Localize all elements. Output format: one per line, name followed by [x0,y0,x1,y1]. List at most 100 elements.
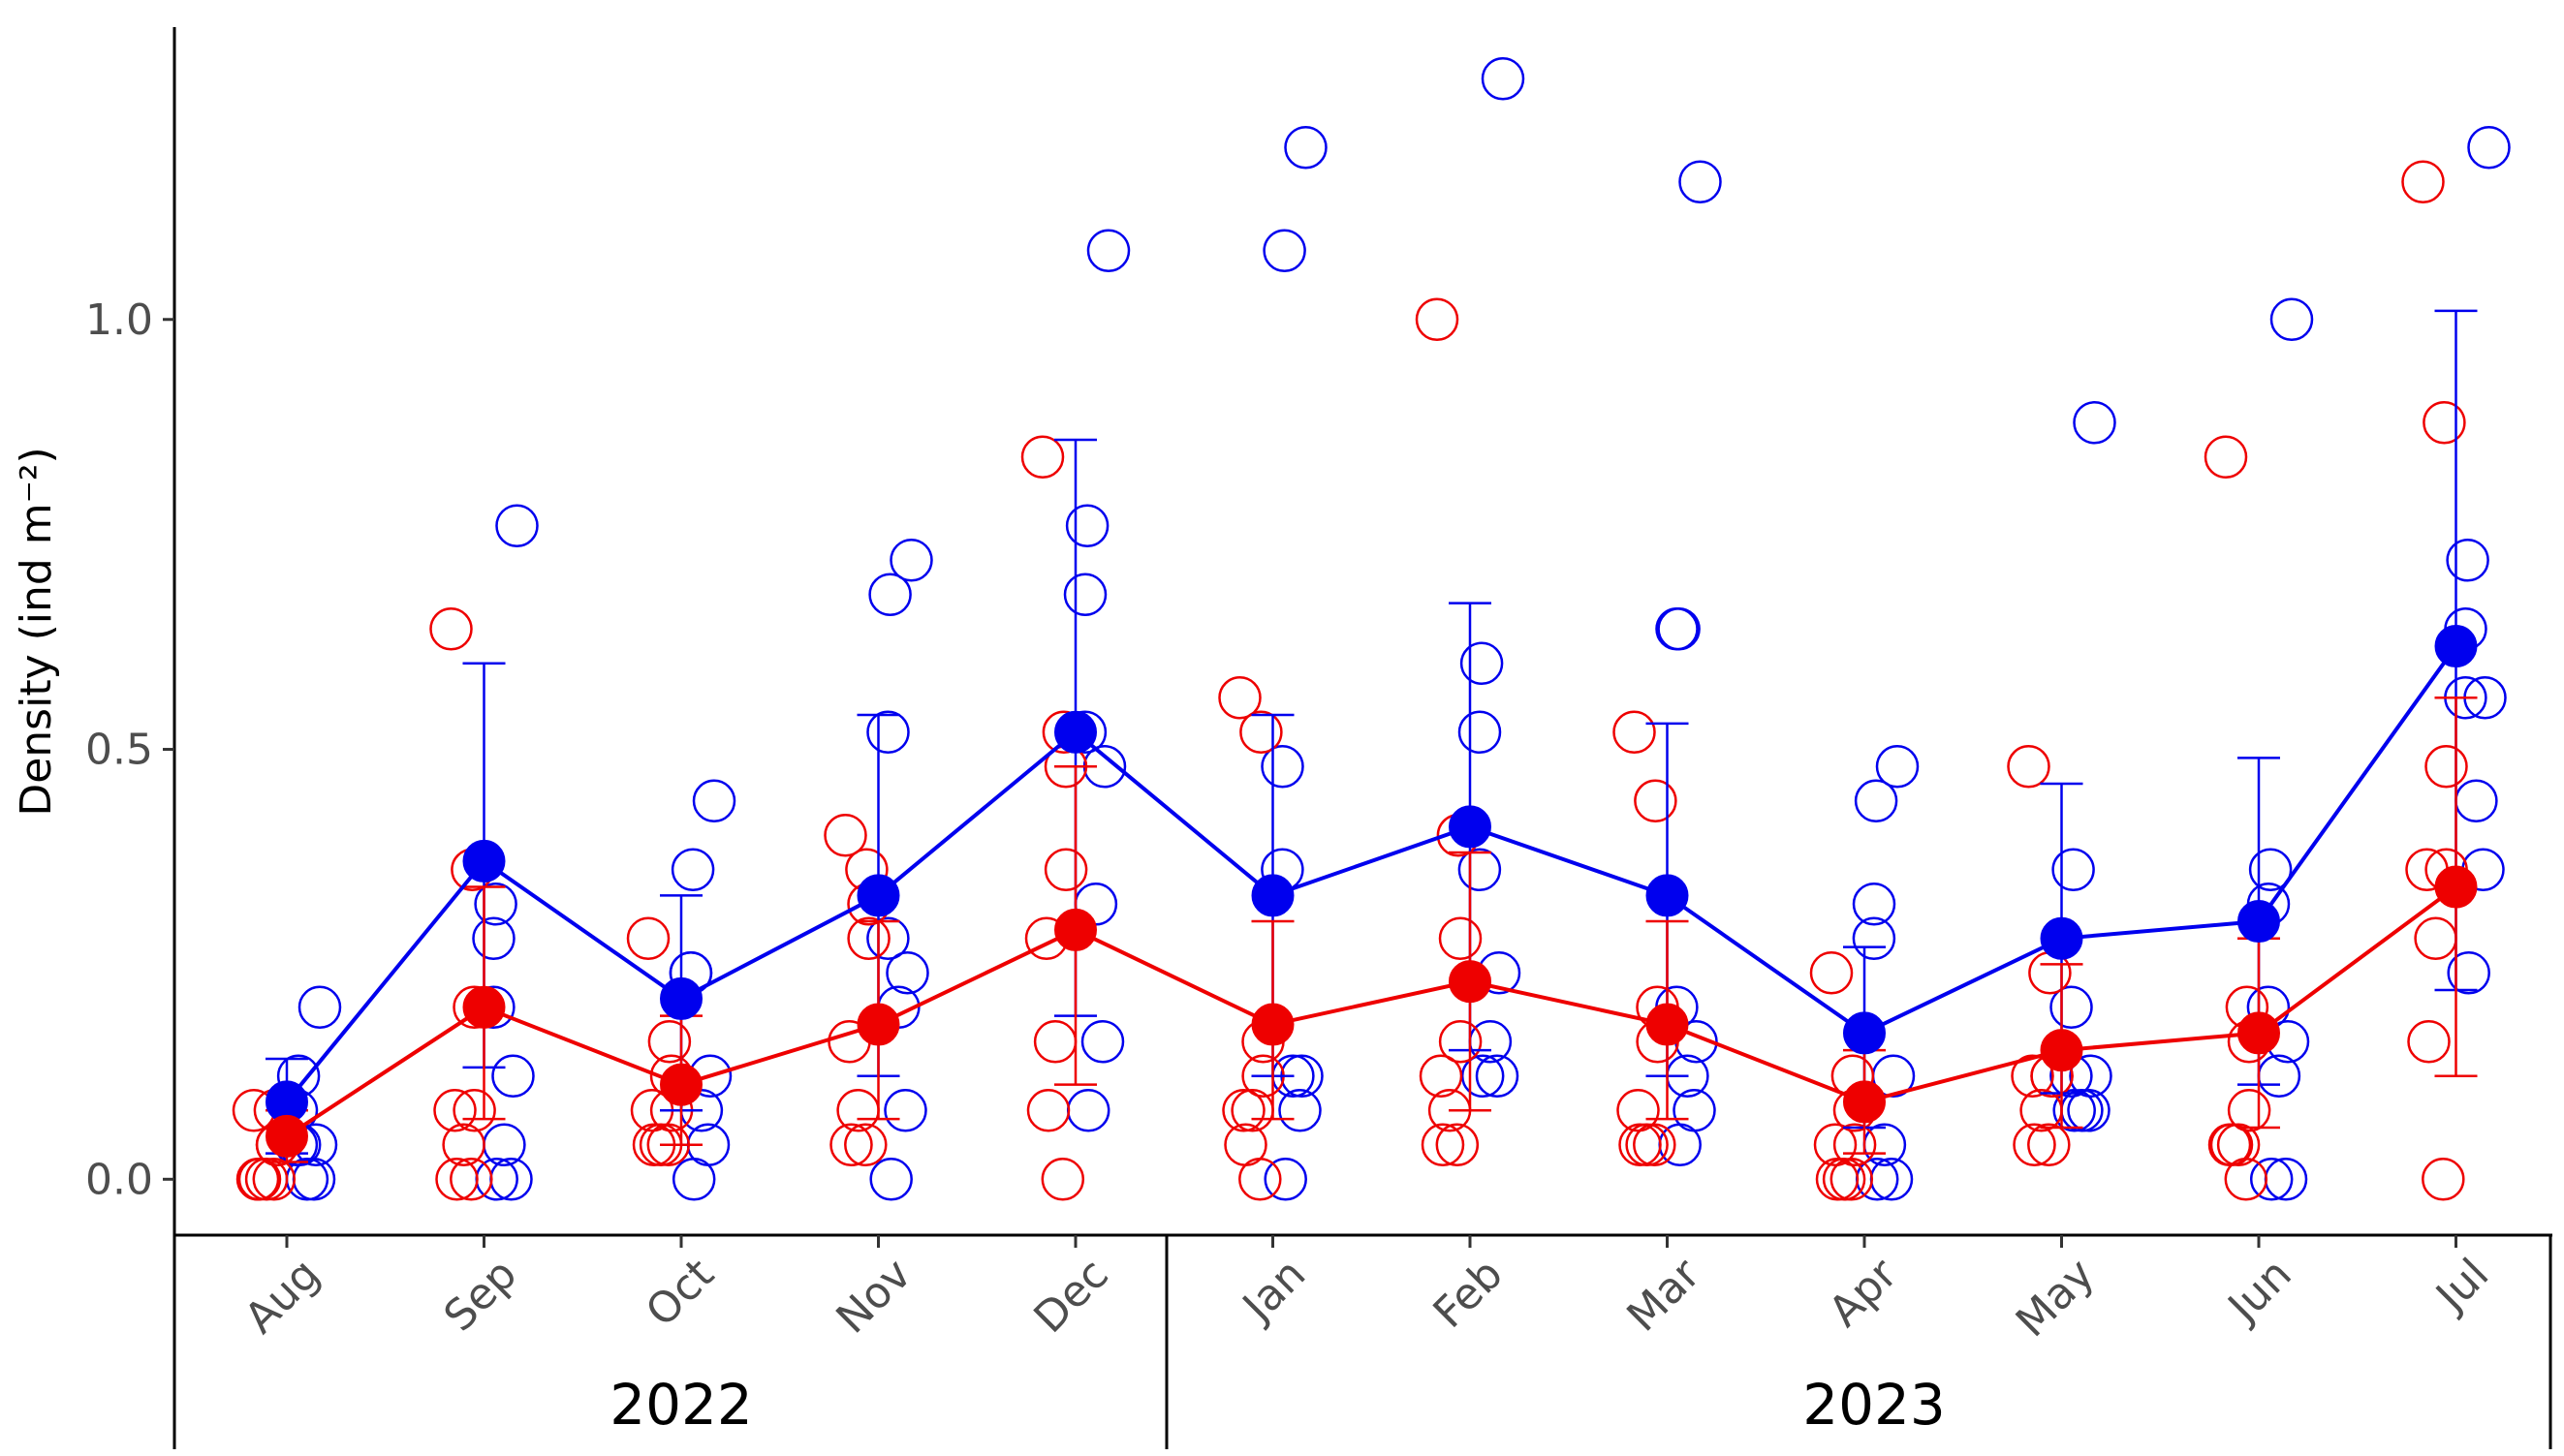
raw-point [1020,435,1065,480]
mean-point [1251,874,1295,917]
mean-point [2237,1011,2280,1055]
year-label: 2023 [1802,1372,1946,1438]
raw-point [886,951,929,995]
raw-point [2007,745,2050,789]
raw-point [1239,710,1283,755]
raw-point [1278,1089,1322,1132]
raw-point [2414,916,2457,961]
raw-point [1854,779,1898,823]
raw-point [2423,401,2466,445]
x-tick-label: Oct [637,1250,724,1337]
raw-point [442,1123,485,1167]
raw-point [1612,710,1656,755]
x-tick-label: Jul [2425,1250,2499,1323]
mean-point [266,1114,308,1158]
mean-point [462,839,506,883]
mean-point [1251,1003,1295,1046]
raw-point [433,1089,477,1132]
raw-point [1618,1123,1662,1167]
raw-point [1419,1054,1463,1099]
raw-point [2027,1123,2071,1167]
x-tick-label: Dec [1025,1250,1118,1343]
x-ticks: Aug Sep Oct Nov Dec Jan Feb Mar Apr May Jun Jul [235,1235,2498,1347]
mean-point [660,1063,703,1106]
raw-point [1261,745,1304,789]
raw-point [2052,1089,2096,1132]
raw-point [672,1158,716,1201]
raw-point [1832,1123,1877,1167]
raw-point [2447,951,2490,995]
raw-point [1852,916,1896,961]
raw-point [472,916,516,961]
raw-point [1435,1123,1480,1167]
y-axis-title: Density (ind m⁻²) [12,447,61,816]
raw-point [868,573,912,617]
raw-point [450,1158,493,1201]
mean-point [1054,908,1097,951]
raw-point [2073,401,2116,445]
mean-point [462,985,506,1029]
raw-point [1875,745,1920,789]
mean-point [660,976,703,1020]
y-tick-label: 1.0 [85,295,153,345]
mean-point [2434,625,2478,668]
mean-line [285,644,2458,1103]
raw-point [2269,297,2314,342]
x-tick-label: Feb [1424,1250,1513,1338]
raw-point [2067,1089,2111,1132]
raw-point [2204,435,2248,480]
raw-point [1264,1158,1307,1201]
mean-point [2040,916,2083,960]
x-tick-label: Jan [1232,1250,1315,1333]
x-tick-label: Jun [2217,1250,2301,1334]
raw-point [1481,57,1525,101]
raw-point [435,1158,479,1201]
raw-point [453,1089,496,1132]
raw-point [1658,1123,1702,1167]
y-ticks: 0.0 0.5 1.0 [85,295,174,1204]
x-tick-label: May [2007,1250,2104,1347]
raw-point [1044,848,1088,892]
raw-point [824,814,867,857]
raw-point [884,1089,927,1132]
axes [172,27,2552,1449]
raw-point [1657,607,1701,651]
y-tick-label: 0.0 [85,1155,153,1204]
mean-point [1449,960,1491,1004]
raw-point [1655,607,1699,651]
raw-point [1063,573,1108,617]
mean-point [1843,1011,1886,1055]
raw-point [2049,985,2093,1030]
raw-point [2248,848,2293,892]
raw-point [647,1020,692,1064]
raw-point [890,539,933,582]
raw-point [1457,710,1502,755]
mean-point [1645,874,1689,917]
raw-point [2422,1158,2465,1201]
raw-point [2011,1054,2054,1099]
raw-point [252,1158,297,1201]
raw-point [2446,539,2489,582]
mean-point [1645,1003,1689,1046]
raw-point [1065,504,1110,548]
raw-point [1678,160,1722,204]
raw-point [297,985,342,1030]
raw-point [1263,229,1306,273]
raw-point [1852,883,1896,926]
raw-point [847,916,891,961]
raw-point [1066,1089,1110,1132]
mean-lines [285,644,2458,1138]
y-tick-label: 0.5 [85,726,153,775]
raw-point [1086,229,1131,273]
mean-point [1843,1080,1886,1124]
raw-point [671,848,715,892]
raw-point [1829,1158,1874,1201]
raw-point [495,504,539,548]
raw-point [1809,951,1854,995]
raw-point [1475,1054,1519,1099]
mean-line [285,884,2457,1138]
raw-point [474,883,517,926]
raw-point [1633,1123,1676,1167]
mean-point [2434,865,2478,909]
mean-markers [266,625,2478,1158]
